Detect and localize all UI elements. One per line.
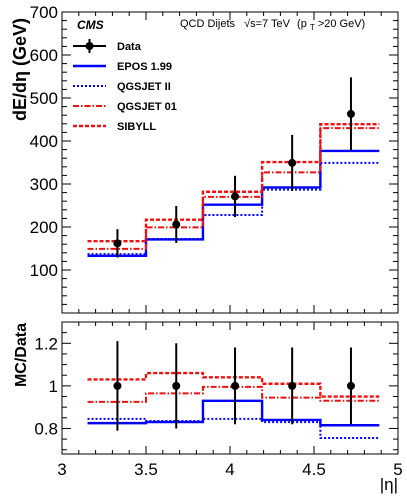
bottom-y-axis-label: MC/Data	[13, 323, 30, 387]
top-y-axis: 100 200 300 400 500 600 700	[30, 3, 399, 313]
top-ytick-label: 200	[30, 218, 58, 237]
top-series-group	[87, 123, 380, 258]
ratio-point	[113, 381, 122, 390]
legend-entry-data: Data	[73, 39, 142, 53]
top-data-points	[113, 77, 355, 258]
chart-header: QCD Dijets √s=7 TeV (p T >20 GeV)	[180, 18, 365, 33]
x-tick-label: 5	[393, 460, 402, 479]
legend-data-marker	[85, 42, 94, 50]
ratio-point	[288, 381, 297, 390]
header-process: QCD Dijets	[180, 18, 236, 30]
bottom-ytick-label: 0.8	[34, 419, 58, 438]
top-series-sibyll	[87, 123, 380, 243]
data-point	[231, 192, 240, 201]
ratio-point	[346, 381, 355, 390]
x-tick-label: 4.5	[302, 460, 326, 479]
top-ytick-label: 500	[30, 89, 58, 108]
x-tick-label: 4	[225, 460, 234, 479]
legend-label: EPOS 1.99	[117, 61, 172, 73]
top-ytick-label: 600	[30, 46, 58, 65]
bottom-series-group	[87, 371, 380, 440]
header-cut-rest: >20 GeV)	[318, 18, 365, 30]
top-ytick-label: 700	[30, 3, 58, 22]
top-ytick-label: 100	[30, 261, 58, 280]
bottom-y-axis: 0.8 1 1.2	[34, 321, 399, 454]
energy-flow-panel: 100 200 300 400 500 600 700 Data EPOS 1.99 QGSJE…	[10, 3, 399, 314]
bottom-series-qgsjet-01	[87, 385, 380, 403]
legend-label: Data	[117, 41, 142, 53]
bottom-series-epos-1-99	[87, 399, 380, 427]
x-tick-label: 3	[57, 460, 66, 479]
data-point	[346, 109, 355, 118]
bottom-series-qgsjet-ii	[87, 417, 380, 440]
ratio-panel: 0.8 1 1.2 3 3.5 4 4.5 5 MC/Data |η|	[13, 321, 403, 494]
top-series-qgsjet-01	[87, 127, 380, 250]
bottom-x-axis: 3 3.5 4 4.5 5	[57, 460, 402, 479]
legend: Data EPOS 1.99 QGSJET II QGSJET 01 SIBYLL	[73, 39, 177, 133]
ratio-point	[172, 381, 181, 390]
header-energy: √s=7 TeV	[244, 18, 291, 30]
bottom-ytick-label: 1.2	[34, 334, 58, 353]
x-axis-label: |η|	[380, 475, 398, 494]
legend-entry-epos-1-99: EPOS 1.99	[73, 61, 172, 73]
top-plot-frame	[61, 11, 399, 314]
header-cut-sub: T	[310, 23, 315, 32]
top-y-axis-label: dE/dη (GeV)	[10, 18, 30, 121]
bottom-data-points	[113, 341, 355, 431]
top-ytick-label: 300	[30, 175, 58, 194]
data-point	[172, 220, 181, 229]
x-tick-label: 3.5	[134, 460, 158, 479]
cms-label: CMS	[77, 18, 104, 32]
top-ytick-label: 400	[30, 132, 58, 151]
header-cut: (p	[297, 18, 307, 30]
legend-entry-sibyll: SIBYLL	[73, 121, 156, 133]
legend-label: SIBYLL	[117, 121, 156, 133]
bottom-series-sibyll	[87, 371, 380, 398]
legend-entry-qgsjet-ii: QGSJET II	[73, 81, 171, 93]
data-point	[288, 158, 297, 167]
ratio-point	[231, 381, 240, 390]
legend-label: QGSJET 01	[117, 101, 177, 113]
bottom-ytick-label: 1	[49, 377, 58, 396]
legend-entry-qgsjet-01: QGSJET 01	[73, 101, 177, 113]
legend-label: QGSJET II	[117, 81, 171, 93]
data-point	[113, 239, 122, 248]
